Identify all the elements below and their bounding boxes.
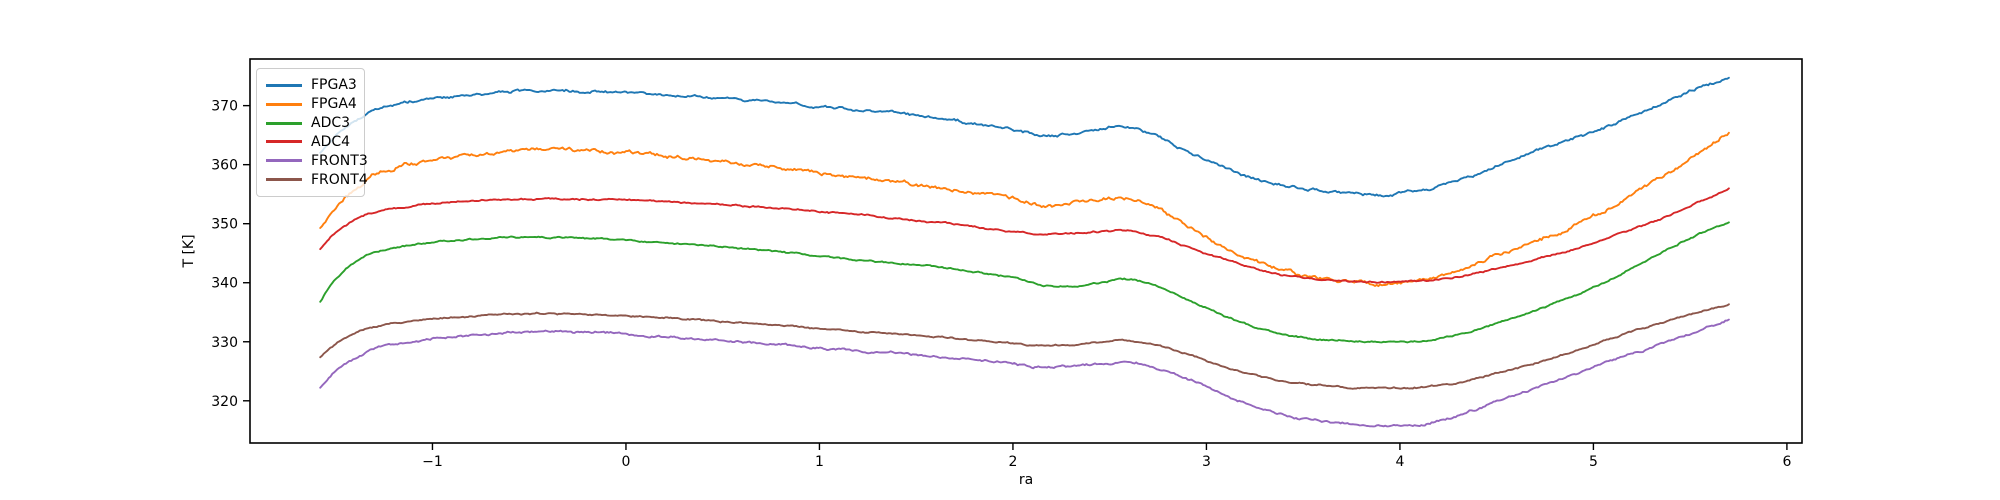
legend-swatch-adc4 bbox=[266, 140, 302, 144]
legend-swatch-adc3 bbox=[266, 121, 302, 125]
legend-label: FRONT3 bbox=[311, 152, 368, 169]
legend-item-front4: FRONT4 bbox=[266, 170, 368, 189]
legend-item-adc3: ADC3 bbox=[266, 114, 355, 133]
y-tick-label: 350 bbox=[211, 217, 238, 233]
series-line-fpga3 bbox=[319, 76, 1730, 198]
x-tick-label: 4 bbox=[1395, 454, 1404, 470]
series-line-front4 bbox=[319, 303, 1730, 390]
x-tick-label: 0 bbox=[621, 454, 630, 470]
plot-border bbox=[249, 58, 1803, 444]
legend-swatch-fpga3 bbox=[266, 83, 302, 87]
series-line-adc4 bbox=[319, 187, 1730, 284]
legend-item-front3: FRONT3 bbox=[266, 151, 368, 170]
legend-item-adc4: ADC4 bbox=[266, 132, 355, 151]
x-tick-label: 2 bbox=[1008, 454, 1017, 470]
y-axis-label: T [K] bbox=[181, 234, 197, 268]
y-tick-label: 330 bbox=[211, 335, 238, 351]
legend-label: FPGA3 bbox=[311, 77, 357, 94]
y-tick-label: 370 bbox=[211, 99, 238, 115]
legend-swatch-front4 bbox=[266, 178, 302, 182]
legend-label: FRONT4 bbox=[311, 171, 368, 188]
legend-swatch-front3 bbox=[266, 159, 302, 163]
y-tick-label: 360 bbox=[211, 158, 238, 174]
legend-label: ADC3 bbox=[311, 115, 351, 132]
legend-item-fpga3: FPGA3 bbox=[266, 76, 357, 95]
legend: FPGA3 FPGA4 ADC3 ADC4 FRONT3 FRONT4 bbox=[256, 68, 368, 197]
series-line-fpga4 bbox=[319, 131, 1730, 288]
x-tick-label: 6 bbox=[1782, 454, 1791, 470]
series-line-front3 bbox=[319, 318, 1730, 428]
x-tick-label: −1 bbox=[422, 454, 443, 470]
series-line-adc3 bbox=[319, 221, 1730, 344]
x-tick-label: 3 bbox=[1202, 454, 1211, 470]
legend-label: ADC4 bbox=[311, 133, 351, 150]
legend-item-fpga4: FPGA4 bbox=[266, 95, 357, 114]
x-tick-label: 5 bbox=[1589, 454, 1598, 470]
legend-label: FPGA4 bbox=[311, 96, 357, 113]
y-tick-label: 320 bbox=[211, 394, 238, 410]
x-tick-label: 1 bbox=[815, 454, 824, 470]
legend-swatch-fpga4 bbox=[266, 102, 302, 106]
x-axis-label: ra bbox=[1018, 472, 1034, 488]
y-tick-label: 340 bbox=[211, 276, 238, 292]
